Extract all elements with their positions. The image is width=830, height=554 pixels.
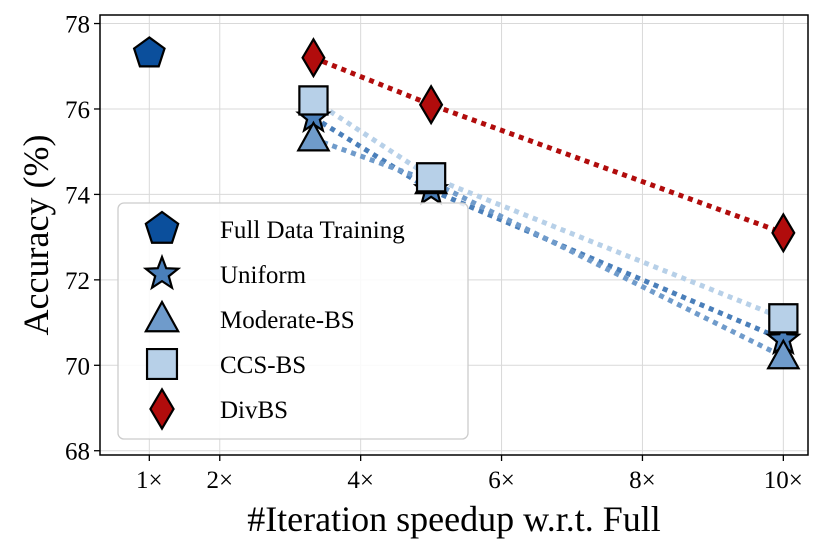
legend: Full Data Training Uniform Moderate-BS CCS-…: [117, 202, 469, 440]
x-tick-label: 10×: [764, 467, 803, 494]
y-tick-label: 70: [65, 353, 90, 380]
series-markers: [132, 36, 802, 370]
series-line-uniform: [312, 115, 785, 342]
data-point-ccs-bs: [415, 162, 447, 193]
series-line-moderate-bs: [312, 136, 785, 359]
legend-box: [117, 202, 469, 440]
legend-label-full-data-training: Full Data Training: [220, 217, 405, 244]
x-tick-label: 6×: [488, 467, 515, 494]
x-tick-label: 8×: [629, 467, 656, 494]
data-point-ccs-bs: [298, 85, 329, 116]
data-point-divbs: [771, 212, 796, 254]
plot-frame: [99, 14, 809, 456]
x-tick-label: 2×: [206, 467, 233, 494]
data-point-divbs: [301, 37, 326, 79]
legend-label-uniform: Uniform: [220, 262, 307, 289]
y-tick-label: 76: [65, 97, 90, 124]
y-tick-label: 74: [65, 182, 91, 209]
data-point-moderate-bs: [296, 120, 331, 152]
y-axis-label: Accuracy (%): [16, 135, 56, 336]
data-point-full-data-training: [132, 36, 166, 68]
x-tick-label: 1×: [136, 467, 163, 494]
x-tick-label: 4×: [347, 467, 374, 494]
x-axis-label: #Iteration speedup w.r.t. Full: [247, 499, 661, 539]
y-axis-ticks: 68 70 72 74 76 78: [65, 12, 100, 466]
data-point-moderate-bs: [766, 338, 801, 370]
legend-marker-full-data-training: [144, 210, 180, 244]
legend-label-ccs-bs: CCS-BS: [220, 352, 306, 379]
series-line-divbs: [312, 55, 785, 236]
data-point-divbs: [418, 84, 444, 126]
y-tick-label: 72: [65, 268, 90, 295]
x-axis-ticks: 1× 2× 4× 6× 8× 10×: [136, 455, 803, 494]
legend-label-divbs: DivBS: [220, 397, 288, 424]
y-tick-label: 68: [65, 439, 90, 466]
legend-marker-moderate-bs: [143, 299, 181, 333]
data-point-ccs-bs: [768, 303, 799, 334]
legend-marker-uniform: [142, 253, 182, 291]
legend-label-moderate-bs: Moderate-BS: [220, 307, 355, 334]
legend-marker-ccs-bs: [145, 347, 179, 381]
y-tick-label: 78: [65, 12, 90, 39]
legend-marker-divbs: [149, 387, 175, 431]
